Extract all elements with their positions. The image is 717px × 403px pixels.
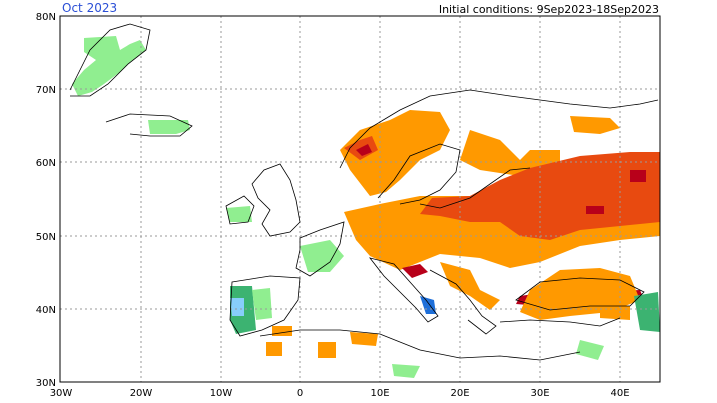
sweden-coast [377,143,461,205]
map-frame [59,15,661,383]
balkans-coast [429,269,497,335]
lon-label-20w: 20W [130,388,153,399]
baltic-coast [419,167,531,209]
greenland-green [72,36,146,96]
portugal-lightblue [230,298,244,316]
greenland-coast [69,23,151,97]
italy-darkred [402,264,428,278]
north-africa-orange-1 [272,326,292,336]
lon-label-10w: 10W [210,388,233,399]
north-africa-coast [259,329,581,361]
finland-orange [460,130,560,176]
iberia-lightgreen [252,288,272,320]
russia-darkred [586,170,646,214]
longitude-labels: 30W 20W 10W 0 10E 20E 30E 40E [50,388,630,399]
north-africa-orange-2 [318,342,336,358]
kola-orange [570,116,620,134]
italy-blue [420,296,436,314]
lon-label-0: 0 [297,388,303,399]
graticule [60,16,660,382]
initial-conditions-label: Initial conditions: 9Sep2023-18Sep2023 [438,3,659,16]
black-sea-coast [515,277,645,311]
italy-coast [368,257,439,323]
coastlines [69,23,659,361]
lon-label-10e: 10E [370,388,389,399]
britain-coast [251,163,301,237]
lat-label-80n: 80N [36,12,56,23]
iberia-coast [229,275,301,337]
anomaly-fill-layer [72,36,660,378]
lat-label-30n: 30N [36,378,56,389]
france-lightgreen [300,240,344,272]
lat-label-60n: 60N [36,158,56,169]
uk-lightgreen [226,206,252,222]
norway-darkred [356,144,372,156]
turkey-coast [499,317,621,327]
balkans-orange [440,262,500,310]
libya-lightgreen [392,364,420,378]
levant-lightgreen [576,340,604,360]
north-africa-orange-4 [350,332,378,346]
middle-east-orange [600,304,630,320]
lon-label-30e: 30E [530,388,549,399]
iceland-coast [105,113,193,137]
lon-label-40e: 40E [610,388,629,399]
ireland-coast [225,195,255,225]
lon-label-20e: 20E [450,388,469,399]
forecast-month-title: Oct 2023 [62,1,118,15]
scandinavia-orange [340,110,450,196]
lon-label-30w: 30W [50,388,73,399]
lat-label-50n: 50N [36,232,56,243]
middle-east-green [634,292,660,332]
scandinavia-coast [339,89,659,169]
lat-label-70n: 70N [36,85,56,96]
north-africa-orange-3 [266,342,282,356]
lat-label-40n: 40N [36,305,56,316]
france-coast [295,221,345,277]
latitude-labels: 80N 70N 60N 50N 40N 30N [36,12,56,389]
iceland-green [148,120,190,134]
